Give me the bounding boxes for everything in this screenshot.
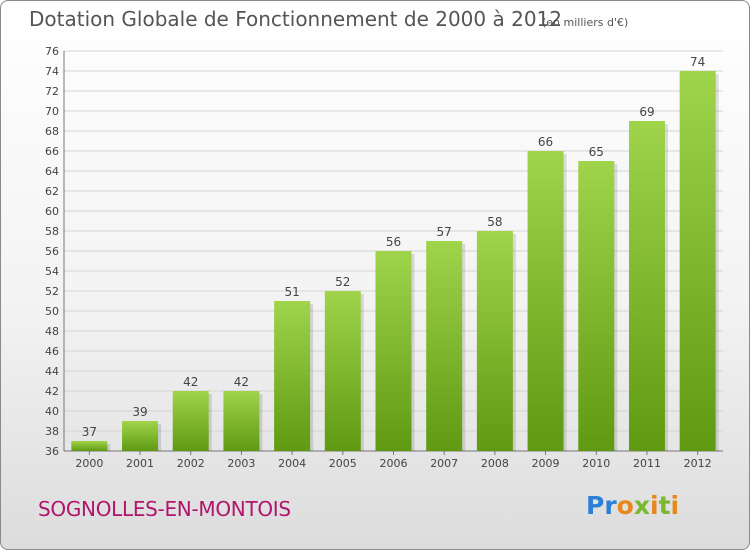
x-tick-label: 2000 bbox=[75, 457, 103, 470]
chart-unit-note: (en milliers d'€) bbox=[542, 16, 629, 29]
x-tick-label: 2007 bbox=[430, 457, 458, 470]
bar bbox=[628, 121, 665, 451]
logo-letter: i bbox=[650, 491, 659, 520]
y-tick-label: 50 bbox=[45, 305, 59, 318]
x-tick-label: 2002 bbox=[177, 457, 205, 470]
bar bbox=[679, 71, 716, 451]
y-tick-label: 56 bbox=[45, 245, 59, 258]
x-tick-label: 2005 bbox=[329, 457, 357, 470]
x-tick-label: 2008 bbox=[481, 457, 509, 470]
bar-value-label: 39 bbox=[132, 405, 147, 419]
y-tick-label: 72 bbox=[45, 85, 59, 98]
bar bbox=[71, 441, 108, 451]
y-tick-label: 42 bbox=[45, 385, 59, 398]
logo-letter: i bbox=[670, 491, 680, 520]
chart-title: Dotation Globale de Fonctionnement de 20… bbox=[29, 7, 562, 31]
bar-value-label: 42 bbox=[183, 375, 198, 389]
bar bbox=[527, 151, 564, 451]
bar bbox=[274, 301, 311, 451]
bar-value-label: 57 bbox=[437, 225, 452, 239]
logo-letter: r bbox=[604, 491, 617, 520]
y-tick-label: 38 bbox=[45, 425, 59, 438]
bar-value-label: 69 bbox=[639, 105, 654, 119]
y-tick-label: 70 bbox=[45, 105, 59, 118]
bar-value-label: 58 bbox=[487, 215, 502, 229]
commune-name: SOGNOLLES-EN-MONTOIS bbox=[38, 497, 291, 521]
bar bbox=[324, 291, 361, 451]
bar-value-label: 56 bbox=[386, 235, 401, 249]
x-tick-label: 2012 bbox=[684, 457, 712, 470]
bar-value-label: 42 bbox=[234, 375, 249, 389]
x-tick-label: 2003 bbox=[227, 457, 255, 470]
x-tick-label: 2004 bbox=[278, 457, 306, 470]
x-tick-label: 2006 bbox=[380, 457, 408, 470]
y-tick-label: 36 bbox=[45, 445, 59, 458]
bar bbox=[223, 391, 260, 451]
bar-value-label: 52 bbox=[335, 275, 350, 289]
bar bbox=[375, 251, 412, 451]
logo-letter: x bbox=[633, 491, 650, 520]
bar bbox=[172, 391, 209, 451]
y-tick-label: 54 bbox=[45, 265, 59, 278]
y-tick-label: 52 bbox=[45, 285, 59, 298]
bar bbox=[122, 421, 159, 451]
x-tick-label: 2011 bbox=[633, 457, 661, 470]
logo-letter: P bbox=[586, 491, 605, 520]
y-tick-label: 44 bbox=[45, 365, 59, 378]
y-tick-label: 62 bbox=[45, 185, 59, 198]
y-tick-label: 68 bbox=[45, 125, 59, 138]
proxiti-logo: Proxiti bbox=[586, 491, 679, 520]
bar bbox=[426, 241, 463, 451]
logo-letter: o bbox=[616, 491, 634, 520]
bar-value-label: 65 bbox=[589, 145, 604, 159]
x-tick-label: 2009 bbox=[532, 457, 560, 470]
y-tick-label: 46 bbox=[45, 345, 59, 358]
bar-value-label: 66 bbox=[538, 135, 553, 149]
bar-value-label: 37 bbox=[82, 425, 97, 439]
bar-value-label: 51 bbox=[284, 285, 299, 299]
bar-value-label: 74 bbox=[690, 55, 705, 69]
y-tick-label: 74 bbox=[45, 65, 59, 78]
bar bbox=[578, 161, 615, 451]
y-tick-label: 58 bbox=[45, 225, 59, 238]
y-tick-label: 48 bbox=[45, 325, 59, 338]
logo-letter: t bbox=[658, 491, 671, 520]
x-tick-label: 2010 bbox=[582, 457, 610, 470]
x-tick-label: 2001 bbox=[126, 457, 154, 470]
y-tick-label: 40 bbox=[45, 405, 59, 418]
y-tick-label: 76 bbox=[45, 45, 59, 58]
y-tick-label: 66 bbox=[45, 145, 59, 158]
bar bbox=[476, 231, 513, 451]
y-tick-label: 60 bbox=[45, 205, 59, 218]
y-tick-label: 64 bbox=[45, 165, 59, 178]
